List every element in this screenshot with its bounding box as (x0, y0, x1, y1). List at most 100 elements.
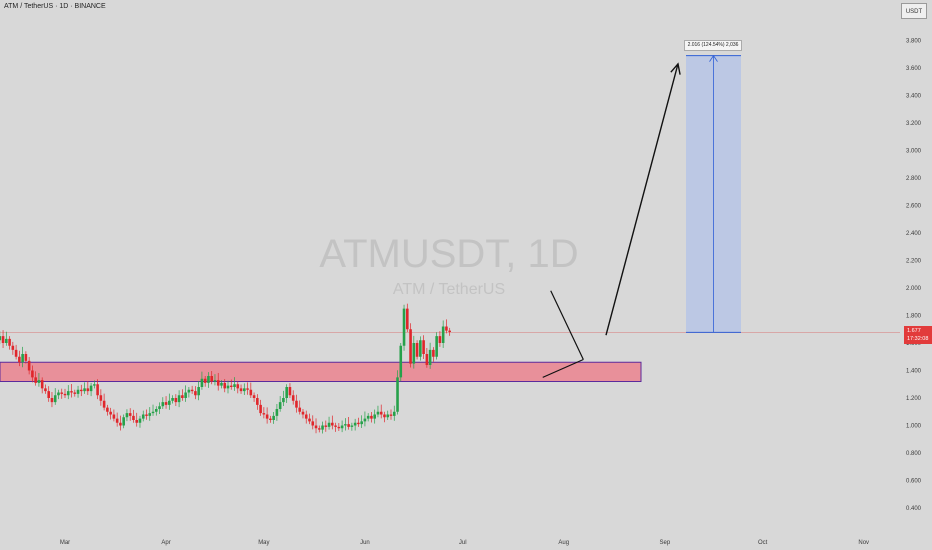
candle-body (60, 392, 64, 394)
candle-body (86, 388, 90, 392)
current-price-label: 1.677 17:32:08 (904, 326, 932, 344)
candles (0, 303, 451, 434)
watermark-name: ATM / TetherUS (392, 281, 506, 298)
candle-body (119, 422, 122, 426)
candle-body (337, 426, 341, 429)
candle-body (80, 389, 83, 392)
candle-body (373, 414, 376, 419)
candle-body (419, 340, 422, 357)
x-axis: Mar Apr May Jun Jul Aug Sep Oct Nov (60, 540, 869, 546)
candle-body (249, 389, 253, 396)
candle-body (363, 418, 367, 422)
candle-body (282, 398, 285, 403)
x-tick-label: Jul (459, 540, 467, 546)
chart-title: ATM / TetherUS · 1D · BINANCE (4, 3, 106, 10)
candle-body (243, 388, 246, 392)
y-tick-label: 2.200 (906, 259, 922, 265)
candle-body (138, 418, 142, 423)
candle-body (216, 380, 220, 386)
candle-body (102, 400, 106, 408)
candle-body (8, 338, 11, 346)
y-tick-label: 2.800 (906, 176, 922, 182)
candle-body (184, 392, 187, 398)
candle-body (40, 380, 44, 389)
candle-body (298, 407, 302, 412)
candle-body (145, 414, 148, 416)
candle-body (34, 377, 37, 383)
candle-body (14, 349, 18, 357)
y-tick-label: 3.000 (906, 149, 922, 155)
candle-body (311, 421, 315, 426)
candle-body (164, 402, 168, 405)
x-tick-label: Oct (758, 540, 768, 546)
candle-body (18, 356, 21, 363)
candle-body (445, 326, 448, 331)
target-label: 2.016 (124.54%) 2,036 (684, 40, 742, 51)
candle-body (236, 384, 240, 389)
candle-body (0, 336, 2, 341)
candle-body (435, 336, 438, 357)
candle-body (441, 326, 445, 343)
candle-body (295, 400, 298, 408)
y-tick-label: 2.600 (906, 204, 922, 210)
candle-body (63, 393, 67, 396)
y-tick-label: 1.000 (906, 424, 922, 430)
candle-body (379, 411, 383, 415)
candle-body (415, 343, 419, 357)
x-tick-label: Sep (659, 540, 670, 546)
candle-body (399, 345, 403, 378)
candle-body (93, 384, 96, 386)
candle-body (197, 387, 200, 396)
candle-body (99, 395, 103, 401)
candle-body (262, 413, 266, 415)
candle-body (229, 385, 233, 387)
candle-body (324, 425, 328, 427)
candle-body (151, 411, 155, 414)
unit-button[interactable]: USDT (901, 3, 927, 19)
candle-body (135, 420, 139, 423)
triangle-lower-line (542, 358, 584, 378)
candle-body (308, 418, 311, 422)
candle-body (425, 354, 429, 365)
candle-body (73, 392, 77, 394)
candle-body (47, 391, 50, 398)
candle-body (285, 387, 288, 398)
x-tick-label: Apr (161, 540, 170, 546)
candle-body (220, 382, 223, 386)
candle-body (57, 392, 60, 396)
candle-body (50, 398, 54, 403)
candle-body (168, 400, 171, 405)
candle-body (321, 425, 324, 430)
candle-body (304, 414, 308, 419)
candle-body (344, 424, 347, 426)
candle-body (275, 409, 279, 416)
candle-body (106, 407, 109, 412)
y-tick-label: 1.800 (906, 314, 922, 320)
current-price-value: 1.677 (907, 328, 921, 334)
candle-body (428, 349, 432, 365)
candle-body (125, 413, 129, 418)
candle-body (128, 413, 132, 416)
candle-body (1, 336, 5, 343)
candle-body (366, 415, 370, 419)
candle-body (187, 389, 191, 393)
candle-body (392, 411, 396, 416)
candle-body (383, 414, 386, 418)
candle-body (317, 428, 321, 430)
candle-body (432, 349, 435, 357)
candle-body (11, 345, 15, 350)
candle-body (148, 413, 152, 416)
candle-body (83, 388, 86, 392)
candle-body (331, 422, 334, 426)
candle-body (278, 402, 282, 409)
candle-body (132, 415, 135, 420)
candle-body (389, 414, 393, 416)
candle-body (190, 389, 194, 392)
y-tick-label: 1.600 (906, 341, 922, 347)
candle-body (161, 402, 165, 407)
countdown-value: 17:32:08 (907, 336, 929, 342)
y-tick-label: 2.000 (906, 286, 922, 292)
candle-body (233, 384, 236, 387)
candle-body (265, 414, 269, 419)
